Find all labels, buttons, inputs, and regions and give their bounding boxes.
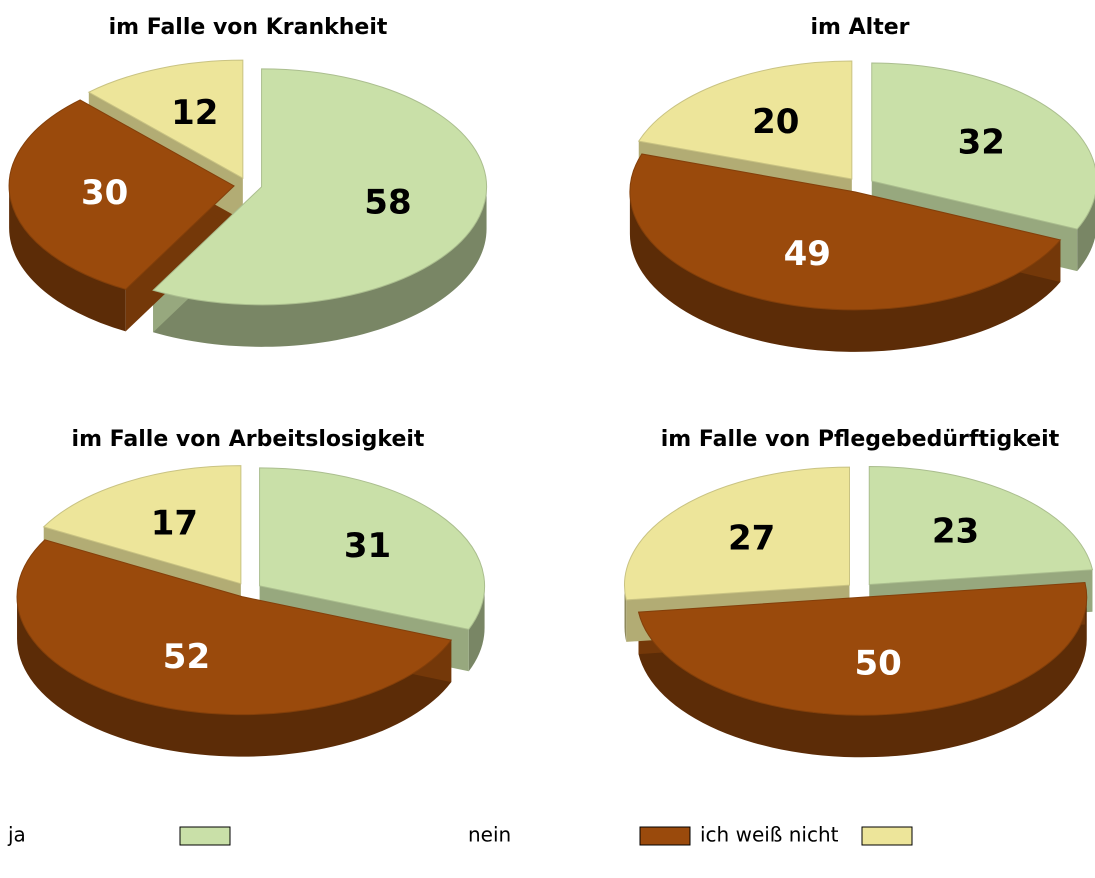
pie-side xyxy=(638,597,1087,758)
pie-slice xyxy=(16,539,453,716)
pie-tops: 32 49 20 xyxy=(629,60,1095,311)
chart-title: im Alter xyxy=(811,15,910,40)
chart-title: im Falle von Arbeitslosigkeit xyxy=(72,427,425,452)
pie-slice xyxy=(8,99,235,290)
value-label: 20 xyxy=(752,102,799,142)
pie-slice xyxy=(871,62,1095,230)
value-label: 17 xyxy=(151,503,198,543)
value-label: 31 xyxy=(344,526,391,566)
value-label: 27 xyxy=(728,518,775,558)
value-label: 50 xyxy=(854,644,901,684)
value-label: 58 xyxy=(364,182,411,222)
pie-slice xyxy=(629,153,1062,311)
value-label: 12 xyxy=(171,93,218,133)
pie-tops: 31 52 17 xyxy=(16,465,486,716)
pie-slice xyxy=(624,466,850,601)
pie-slice xyxy=(637,581,1088,716)
value-label: 52 xyxy=(163,637,210,677)
pie-slice xyxy=(637,60,853,180)
legend-swatch xyxy=(639,826,691,846)
pie-tops: 58 30 12 xyxy=(8,59,487,306)
pie-side xyxy=(153,186,487,347)
pie-slice xyxy=(42,465,242,585)
pie-cut xyxy=(125,185,235,332)
chart-title: im Falle von Pflegebedürftigkeit xyxy=(661,427,1060,452)
legend-swatch xyxy=(179,826,231,846)
chart-title: im Falle von Krankheit xyxy=(109,15,388,40)
pie-side xyxy=(9,185,126,332)
pie-tops: 23 50 27 xyxy=(624,465,1094,716)
pie-slice xyxy=(868,465,1094,586)
legend-swatch xyxy=(861,826,913,846)
pie-side xyxy=(629,191,1061,352)
legend-label: nein xyxy=(468,823,511,847)
pie-side xyxy=(17,596,452,757)
pie-slice xyxy=(87,59,244,180)
pie-side xyxy=(468,585,485,672)
value-label: 32 xyxy=(958,122,1005,162)
pie-slice xyxy=(259,467,486,630)
value-label: 49 xyxy=(784,234,831,274)
legend-label: ja xyxy=(7,823,26,847)
pie-side xyxy=(1077,195,1095,272)
pie-slice xyxy=(152,68,487,306)
value-label: 23 xyxy=(932,512,979,552)
value-label: 30 xyxy=(81,173,128,213)
legend-label: ich weiß nicht xyxy=(700,823,839,847)
